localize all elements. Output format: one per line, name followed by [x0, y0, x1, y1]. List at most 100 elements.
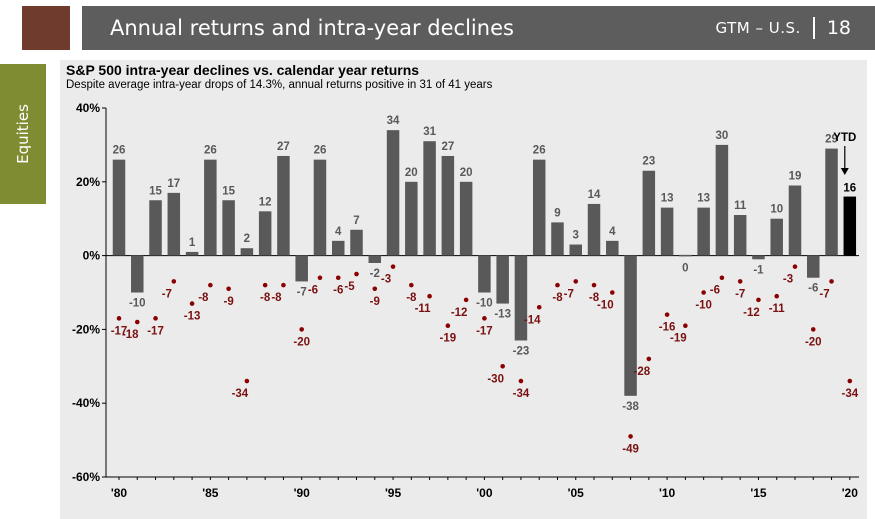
decline-dot	[354, 271, 359, 277]
return-bar	[715, 144, 729, 256]
decline-dot	[463, 297, 469, 303]
y-tick-label: -40%	[72, 396, 100, 410]
decline-label: -17	[111, 325, 128, 337]
return-bar	[496, 255, 509, 304]
return-bar	[313, 159, 327, 256]
return-bar	[624, 255, 637, 396]
y-tick-label: 40%	[76, 101, 100, 115]
decline-dot	[683, 323, 688, 329]
return-bar	[204, 159, 217, 256]
x-tick-label: '80	[111, 486, 128, 500]
decline-dot	[482, 316, 487, 321]
decline-dot	[591, 282, 597, 288]
return-label: 30	[716, 130, 729, 142]
return-bar	[642, 170, 656, 256]
return-bar	[441, 155, 455, 256]
chart-title: S&P 500 intra-year declines vs. calendar…	[66, 62, 420, 78]
return-label: 1	[189, 237, 196, 249]
decline-label: -34	[513, 388, 530, 400]
decline-label: -8	[406, 292, 417, 304]
decline-dot	[829, 279, 834, 284]
decline-dot	[737, 279, 743, 284]
decline-label: -6	[333, 285, 343, 297]
return-bar	[331, 240, 345, 256]
decline-dot	[810, 327, 816, 332]
x-tick-label: '90	[294, 486, 311, 500]
return-bar	[825, 148, 838, 256]
return-bar	[258, 211, 272, 256]
decline-label: -13	[184, 311, 201, 323]
decline-label: -8	[260, 292, 271, 304]
return-bar	[459, 181, 473, 256]
decline-label: -19	[670, 333, 687, 345]
decline-label: -8	[198, 292, 209, 304]
chart-subtitle: Despite average intra-year drops of 14.3…	[66, 79, 493, 91]
decline-dot	[536, 304, 542, 310]
x-tick-label: '05	[568, 486, 585, 500]
page-number: 18	[826, 17, 851, 39]
return-bar	[569, 244, 582, 256]
decline-dot	[792, 264, 798, 269]
decline-label: -12	[451, 307, 468, 319]
return-label: -10	[476, 298, 493, 310]
decline-label: -14	[524, 314, 541, 326]
header-accent-block	[22, 6, 70, 50]
return-bar	[788, 185, 802, 256]
decline-label: -6	[308, 285, 318, 297]
decline-label: -8	[552, 292, 563, 304]
decline-label: -8	[271, 292, 282, 304]
y-tick-label: -20%	[72, 322, 100, 336]
side-tab-equities[interactable]: Equities	[0, 64, 46, 204]
decline-label: -18	[122, 329, 139, 341]
x-tick-label: '85	[202, 486, 219, 500]
return-label: 14	[588, 189, 601, 201]
return-label: 0	[682, 263, 688, 275]
return-label: 2	[244, 233, 250, 245]
return-bar	[295, 255, 308, 282]
return-label: 7	[353, 215, 359, 227]
return-label: 10	[770, 204, 783, 216]
return-bar	[240, 248, 254, 256]
return-bar	[770, 218, 783, 256]
return-bar	[185, 251, 199, 256]
header-bar	[70, 6, 875, 50]
return-label: 9	[554, 207, 560, 219]
decline-label: -7	[735, 288, 745, 300]
return-bar	[532, 159, 546, 256]
ytd-return-label: 16	[843, 183, 856, 195]
decline-dot	[372, 286, 378, 292]
decline-dot	[189, 301, 195, 306]
decline-label: -17	[476, 325, 493, 337]
decline-label: -30	[487, 373, 504, 385]
return-label: 17	[167, 178, 180, 190]
ytd-annotation-label: YTD	[833, 132, 856, 144]
return-label: 31	[423, 126, 436, 138]
header-right: GTM – U.S. 18	[716, 6, 851, 50]
return-label: 26	[204, 145, 217, 157]
return-label: -23	[513, 345, 530, 357]
decline-dot	[609, 290, 615, 295]
decline-dot	[226, 286, 231, 292]
return-label: -2	[370, 268, 380, 280]
return-bar	[551, 222, 564, 256]
decline-label: -34	[841, 388, 858, 400]
return-label: 13	[661, 193, 674, 205]
decline-dot	[500, 364, 505, 369]
header-divider	[812, 17, 815, 39]
return-label: 26	[113, 145, 126, 157]
return-bar	[679, 254, 692, 257]
decline-label: -34	[232, 388, 249, 400]
return-label: 4	[609, 226, 616, 238]
decline-label: -7	[564, 288, 574, 300]
ytd-return-bar	[843, 196, 857, 256]
decline-label: -28	[634, 366, 651, 378]
return-label: 27	[441, 141, 454, 153]
return-bar	[514, 255, 528, 341]
decline-dot	[701, 290, 706, 295]
decline-label: -3	[783, 274, 793, 286]
return-bar	[131, 255, 144, 293]
return-label: 12	[259, 196, 272, 208]
decline-dot	[281, 282, 286, 288]
decline-label: -49	[622, 443, 639, 455]
